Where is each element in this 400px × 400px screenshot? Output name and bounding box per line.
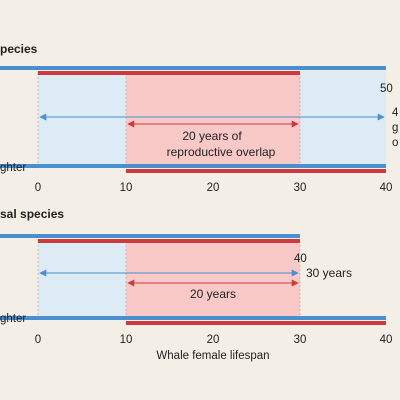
panel-b-overlap-region	[126, 243, 300, 318]
panel-b-daughter-label: ghter	[0, 313, 26, 325]
panel-a-mother-end-value: 50	[380, 83, 393, 95]
panel-b-pre-overlap-region	[38, 243, 126, 318]
panel-b-tick-40: 40	[380, 334, 393, 346]
panel-b-daughter-reproductive-bar	[126, 321, 386, 325]
panel-b-tick-10: 10	[120, 334, 133, 346]
panel-b-mother-end-value: 40	[294, 253, 307, 265]
panel-a-tick-30: 30	[294, 182, 307, 194]
panel-b-tick-30: 30	[294, 334, 307, 346]
panel-a-daughter-life-bar	[0, 164, 386, 168]
panel-a-title: pecies	[0, 42, 38, 56]
panel-a-tick-40: 40	[380, 182, 393, 194]
panel-a-daughter-reproductive-bar	[126, 169, 386, 173]
panel-b-mother-life-bar	[0, 234, 300, 238]
panel-a-overlap-label-line-2: reproductive overlap	[167, 145, 276, 159]
panel-a-side-label-line-3: o	[392, 137, 398, 149]
panel-b-title: sal species	[0, 207, 64, 221]
panel-b-axis-label: Whale female lifespan	[156, 350, 269, 362]
panel-b: sal species 40 30 years 20 years ghter 0…	[0, 207, 392, 362]
panel-b-side-label: 30 years	[306, 266, 352, 280]
panel-a-tick-0: 0	[35, 182, 41, 194]
panel-a-side-label-line-1: 4	[392, 107, 399, 119]
panel-b-mother-reproductive-bar	[38, 239, 300, 243]
panel-b-overlap-label: 20 years	[190, 287, 236, 301]
panel-a: pecies 50 4 g o 20 years of reproductive…	[0, 42, 399, 194]
panel-a-overlap-label-line-1: 20 years of	[182, 129, 242, 143]
panel-a-side-label-line-2: g	[392, 122, 398, 134]
panel-a-tick-10: 10	[120, 182, 133, 194]
panel-a-mother-reproductive-bar	[38, 71, 300, 75]
panel-b-tick-20: 20	[207, 334, 220, 346]
panel-a-post-overlap-region	[300, 71, 386, 165]
panel-a-pre-overlap-region	[38, 71, 126, 165]
panel-a-daughter-label: ghter	[0, 162, 26, 174]
panel-b-daughter-life-bar	[0, 316, 386, 320]
panel-b-tick-0: 0	[35, 334, 41, 346]
panel-a-tick-20: 20	[207, 182, 220, 194]
panel-a-mother-life-bar	[0, 66, 386, 70]
